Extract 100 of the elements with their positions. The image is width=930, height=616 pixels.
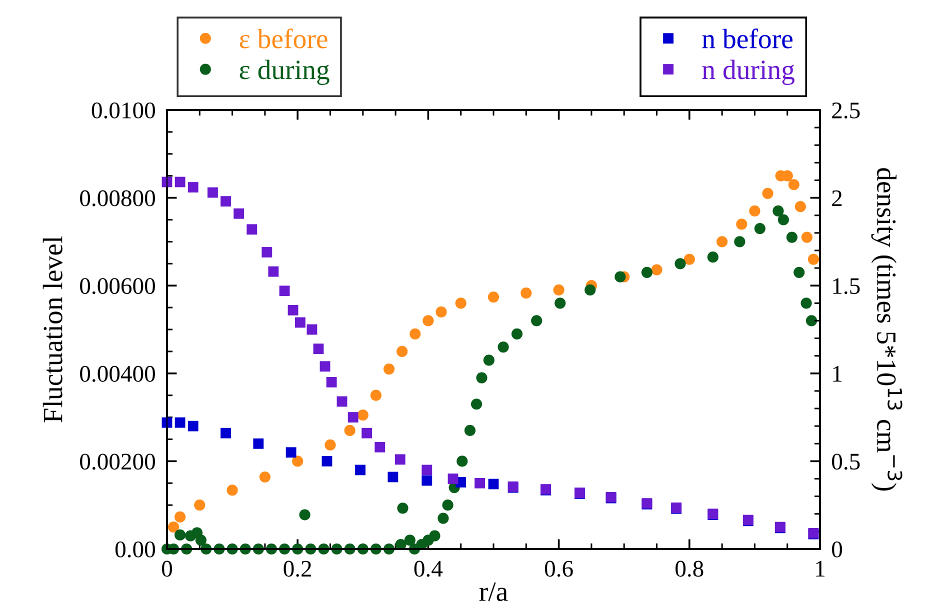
- x-tick-label: 0: [162, 560, 172, 577]
- point: [374, 442, 386, 452]
- y2-tick-label: 1.5: [833, 278, 860, 294]
- point: [362, 428, 372, 438]
- point: [651, 264, 662, 276]
- point: [464, 424, 476, 436]
- point: [174, 176, 186, 188]
- point: [394, 454, 406, 465]
- point: [808, 254, 820, 265]
- point: [422, 475, 432, 486]
- point: [404, 534, 416, 546]
- point: [357, 410, 368, 421]
- point: [800, 298, 812, 309]
- point: [684, 254, 695, 265]
- point: [762, 188, 774, 199]
- point: [794, 201, 806, 212]
- legend-label: ε before: [240, 28, 328, 48]
- point: [326, 376, 337, 388]
- point: [348, 412, 358, 423]
- point: [641, 266, 653, 278]
- point: [778, 214, 789, 226]
- point: [188, 420, 198, 432]
- point: [794, 266, 805, 278]
- y2-tick-label: 1: [833, 366, 842, 382]
- point: [208, 187, 218, 198]
- legend-label: n before: [702, 28, 792, 48]
- point: [259, 471, 271, 483]
- point: [286, 447, 296, 458]
- point: [531, 315, 542, 326]
- point: [736, 218, 748, 230]
- point: [584, 284, 596, 296]
- point: [174, 511, 186, 523]
- point: [306, 324, 318, 335]
- legend-label: n during: [702, 60, 794, 85]
- point: [355, 464, 366, 476]
- point: [772, 205, 784, 217]
- point: [388, 472, 398, 482]
- point: [226, 484, 238, 496]
- point: [246, 224, 258, 235]
- point: [474, 478, 485, 488]
- point: [749, 205, 760, 217]
- point: [397, 502, 408, 514]
- point: [436, 306, 447, 318]
- y2-tick-label: 2.5: [832, 102, 860, 119]
- point: [734, 236, 746, 248]
- point: [279, 286, 290, 296]
- point: [788, 179, 800, 190]
- point: [554, 298, 566, 309]
- y2-tick-label: 0: [832, 541, 842, 558]
- point: [220, 196, 231, 207]
- y2-tick-label: 2: [832, 190, 842, 206]
- point: [320, 361, 330, 372]
- point: [448, 474, 458, 484]
- x-tick-label: 0.4: [414, 560, 443, 577]
- y-tick-label: 0.00400: [80, 366, 155, 382]
- point: [174, 417, 186, 428]
- point: [716, 236, 728, 248]
- point: [194, 500, 206, 511]
- point: [313, 344, 324, 354]
- point: [553, 284, 564, 296]
- point: [422, 315, 434, 326]
- point: [396, 346, 408, 358]
- point: [470, 398, 482, 410]
- point: [292, 456, 304, 467]
- point: [754, 222, 766, 234]
- point: [174, 529, 186, 541]
- point: [422, 464, 432, 476]
- point: [438, 512, 449, 524]
- y-tick-label: 0.00: [115, 541, 155, 558]
- x-tick-label: 0.2: [284, 560, 312, 577]
- point: [488, 478, 499, 490]
- point: [674, 258, 686, 270]
- point: [456, 456, 468, 467]
- point: [488, 291, 500, 303]
- point: [168, 521, 180, 533]
- point: [410, 328, 421, 340]
- point: [429, 530, 440, 542]
- x-axis-title: r/a: [479, 582, 508, 602]
- y-tick-label: 0.00600: [80, 278, 155, 294]
- point: [288, 304, 298, 316]
- point: [707, 252, 718, 263]
- y-axis-title: Fluctuation level: [42, 236, 62, 422]
- point: [511, 328, 523, 340]
- y2-axis-title: density (times 5*10$^{13}$ cm$^{−3}$): [871, 168, 902, 491]
- x-tick-label: 1: [816, 560, 824, 576]
- point: [442, 500, 454, 511]
- point: [801, 232, 812, 243]
- point: [483, 354, 494, 366]
- point: [383, 363, 395, 375]
- point: [268, 266, 279, 277]
- point: [195, 534, 207, 546]
- point: [520, 288, 532, 299]
- y-tick-label: 0.00200: [80, 454, 155, 470]
- point: [234, 208, 244, 219]
- legend-label: ε during: [240, 60, 330, 85]
- point: [253, 438, 264, 449]
- y-tick-label: 0.00800: [80, 190, 155, 206]
- point: [299, 509, 310, 520]
- point: [188, 182, 198, 192]
- point: [614, 271, 626, 282]
